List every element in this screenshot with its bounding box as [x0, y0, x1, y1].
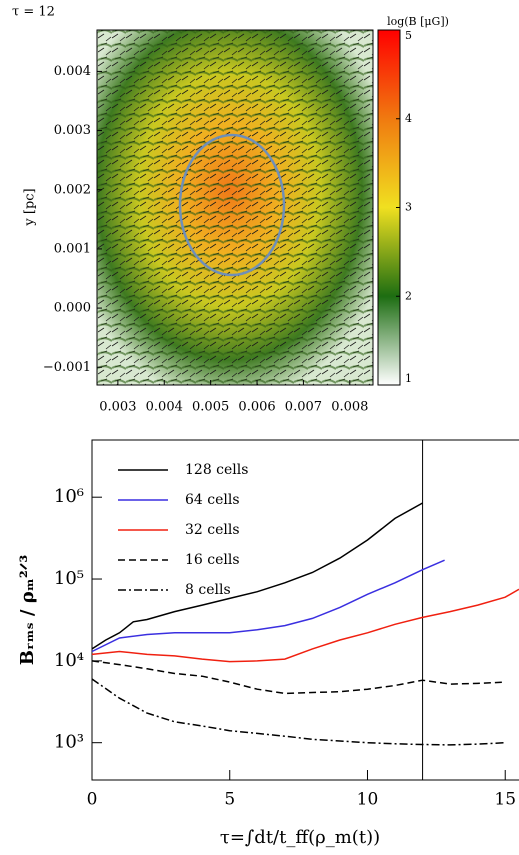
- legend-label: 128 cells: [185, 462, 248, 478]
- y-tick-label: 0.004: [54, 64, 91, 79]
- x-tick-label: 0.005: [192, 400, 229, 415]
- series-line: [91, 502, 423, 650]
- field-vectors: [97, 30, 373, 385]
- series-line: [91, 678, 506, 746]
- line-chart: Bᵣₘₛ / ρₘ²ᐟ³ τ=∫dt/t_ff(ρ_m(t)) 0 5 10 15 10…: [17, 439, 519, 848]
- colorbar-tick-label: 2: [405, 289, 412, 302]
- y-tick-label: 0.001: [54, 241, 91, 256]
- legend-label: 8 cells: [185, 582, 231, 598]
- plot-frame: [91, 439, 519, 781]
- y-tick-label: 0.000: [54, 301, 91, 316]
- y-axis-label: Bᵣₘₛ / ρₘ²ᐟ³: [17, 555, 38, 666]
- x-tick-label: 5: [224, 790, 235, 810]
- colorbar-tick-label: 1: [405, 372, 412, 385]
- x-tick-label: 15: [494, 790, 516, 810]
- x-tick-label: 0.007: [285, 400, 322, 415]
- annotation: τ = 12: [12, 5, 55, 20]
- field-map: τ = 12 y [pc] log(B [μG]) 0.003 0.004 0.00…: [12, 5, 449, 415]
- y-tick-label: 10⁴: [54, 650, 84, 671]
- x-tick-label: 0.003: [99, 400, 136, 415]
- y-tick-label: 10³: [54, 732, 84, 753]
- core-contour: [178, 133, 286, 277]
- legend-label: 32 cells: [185, 522, 240, 538]
- x-tick-label: 10: [357, 790, 379, 810]
- series-line: [91, 660, 506, 695]
- y-tick-label: −0.001: [43, 360, 91, 375]
- y-tick-label: 0.002: [54, 182, 91, 197]
- y-tick-label: 10⁵: [54, 568, 84, 589]
- colorbar-tick-label: 3: [405, 201, 412, 214]
- y-tick-label: 10⁶: [54, 486, 84, 507]
- series-line: [91, 588, 519, 663]
- x-tick-label: 0.006: [238, 400, 275, 415]
- colorbar-label: log(B [μG]): [387, 15, 449, 28]
- legend-label: 16 cells: [185, 552, 240, 568]
- x-tick-label: 0.008: [331, 400, 368, 415]
- y-tick-label: 0.003: [54, 123, 91, 138]
- x-tick-label: 0.004: [146, 400, 183, 415]
- colorbar-tick-label: 4: [405, 112, 412, 125]
- legend-label: 64 cells: [185, 492, 240, 508]
- plot-frame: [96, 29, 374, 386]
- y-axis-label: y [pc]: [23, 188, 38, 226]
- colorbar-tick-label: 5: [405, 29, 412, 42]
- x-tick-label: 0: [87, 790, 98, 810]
- series-line: [91, 559, 445, 653]
- x-axis-label: τ=∫dt/t_ff(ρ_m(t)): [220, 827, 380, 848]
